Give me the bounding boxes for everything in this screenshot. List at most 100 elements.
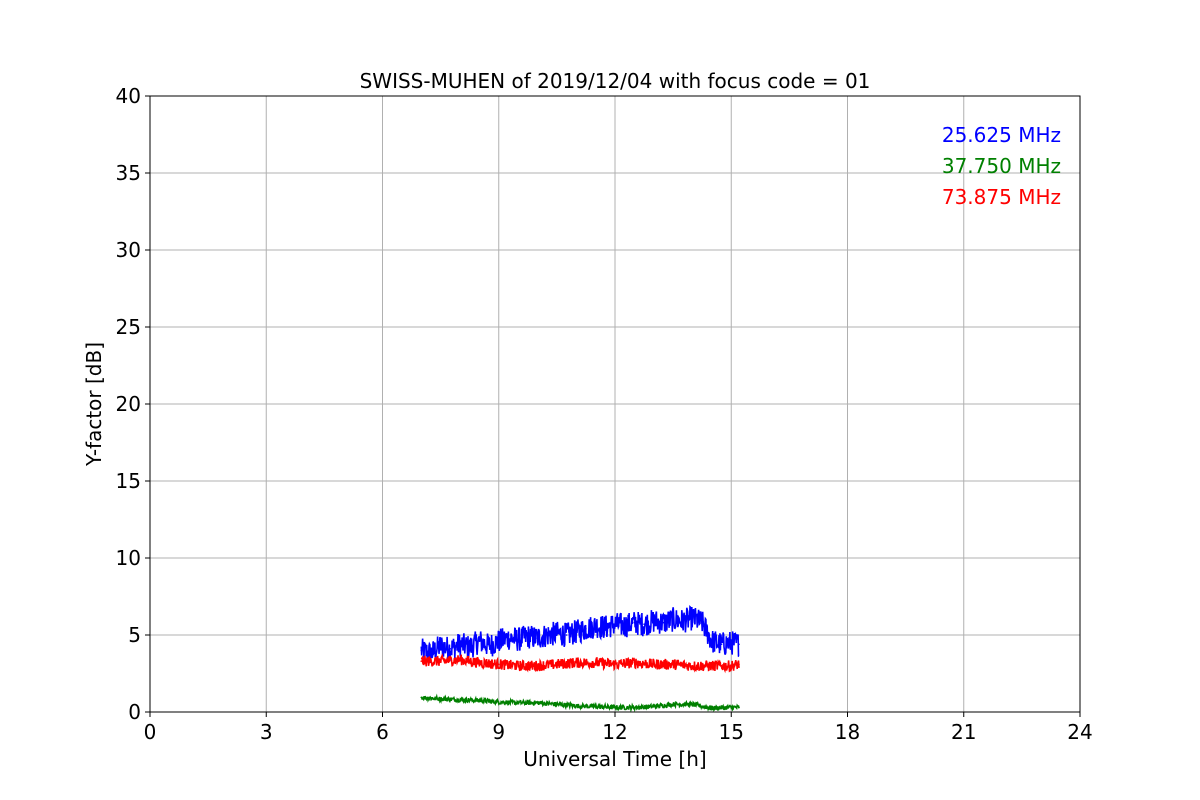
x-tick-label: 15 <box>719 720 744 744</box>
y-tick-label: 25 <box>116 315 141 339</box>
data-point <box>672 618 674 621</box>
data-point <box>711 640 713 642</box>
x-axis: 0 3 6 9 12 15 18 21 24 <box>144 712 1093 744</box>
data-point <box>604 626 607 629</box>
data-point <box>478 699 481 702</box>
x-axis-label: Universal Time [h] <box>523 747 706 771</box>
data-point <box>672 663 674 666</box>
legend: 25.625 MHz 37.750 MHz 73.875 MHz <box>942 123 1061 209</box>
x-tick-label: 21 <box>951 720 976 744</box>
series-line <box>420 604 740 663</box>
data-point <box>430 652 432 655</box>
chart-title: SWISS-MUHEN of 2019/12/04 with focus cod… <box>360 69 871 93</box>
data-point <box>439 698 442 700</box>
data-point <box>633 661 636 664</box>
data-point <box>420 660 423 662</box>
data-point <box>507 637 510 639</box>
data-point <box>459 698 461 701</box>
x-tick-label: 9 <box>492 720 505 744</box>
data-point <box>730 706 733 709</box>
data-point <box>478 640 481 642</box>
y-tick-label: 10 <box>116 546 141 570</box>
y-tick-label: 30 <box>116 238 141 262</box>
data-point <box>575 631 578 633</box>
legend-entry: 73.875 MHz <box>942 185 1061 209</box>
data-point <box>594 705 597 708</box>
data-point <box>556 703 558 706</box>
data-point <box>468 646 471 649</box>
data-point <box>585 628 587 630</box>
data-point <box>497 663 500 666</box>
data-point <box>738 663 740 666</box>
data-point <box>738 706 740 709</box>
x-tick-label: 0 <box>144 720 157 744</box>
data-point <box>691 617 694 619</box>
y-tick-label: 35 <box>116 161 141 185</box>
data-point <box>439 644 442 647</box>
data-point <box>701 621 703 624</box>
data-point <box>614 623 616 626</box>
data-point <box>478 661 481 664</box>
data-point <box>652 620 655 622</box>
y-tick-label: 20 <box>116 392 141 416</box>
data-point <box>594 661 597 664</box>
x-tick-label: 18 <box>835 720 860 744</box>
data-point <box>556 663 558 666</box>
x-tick-label: 24 <box>1067 720 1092 744</box>
data-point <box>556 632 558 635</box>
data-point <box>738 643 740 646</box>
series-line <box>420 693 740 713</box>
data-point <box>623 624 626 627</box>
data-point <box>682 620 684 622</box>
data-point <box>497 701 500 703</box>
data-point <box>536 637 539 639</box>
data-point <box>459 658 461 661</box>
data-point <box>517 701 519 704</box>
data-point <box>459 643 461 646</box>
x-tick-label: 6 <box>376 720 389 744</box>
data-point <box>575 661 578 664</box>
data-point <box>420 649 423 652</box>
data-point <box>720 643 723 646</box>
data-point <box>730 641 733 644</box>
data-point <box>565 634 568 636</box>
data-point <box>497 640 500 642</box>
legend-entry: 25.625 MHz <box>942 123 1061 147</box>
data-point <box>711 665 713 667</box>
series-line <box>420 653 740 674</box>
data-point <box>536 701 539 704</box>
y-tick-label: 5 <box>128 623 141 647</box>
data-point <box>517 638 519 641</box>
data-point <box>652 663 655 666</box>
data-point <box>691 703 694 706</box>
data-point <box>420 696 423 699</box>
y-tick-label: 40 <box>116 84 141 108</box>
data-point <box>662 621 665 624</box>
data-point <box>488 644 490 647</box>
data-point <box>633 706 636 709</box>
data-point <box>439 660 442 662</box>
y-axis-label: Y-factor [dB] <box>82 342 106 467</box>
data-point <box>527 635 529 638</box>
data-point <box>594 624 597 627</box>
x-tick-label: 3 <box>260 720 273 744</box>
data-point <box>652 705 655 708</box>
data-point <box>614 706 616 709</box>
data-point <box>643 623 645 626</box>
data-point <box>672 703 674 706</box>
y-tick-label: 15 <box>116 469 141 493</box>
data-point <box>711 707 713 709</box>
legend-entry: 37.750 MHz <box>942 154 1061 178</box>
series-layer <box>420 604 740 713</box>
data-point <box>546 634 548 636</box>
data-point <box>575 705 578 707</box>
data-point <box>614 663 616 666</box>
data-point <box>536 665 539 667</box>
data-point <box>633 621 636 624</box>
y-axis: 0 5 10 15 20 25 30 35 40 <box>116 84 150 724</box>
data-point <box>691 665 694 667</box>
data-point <box>730 665 733 667</box>
y-tick-label: 0 <box>128 700 141 724</box>
x-tick-label: 12 <box>602 720 627 744</box>
